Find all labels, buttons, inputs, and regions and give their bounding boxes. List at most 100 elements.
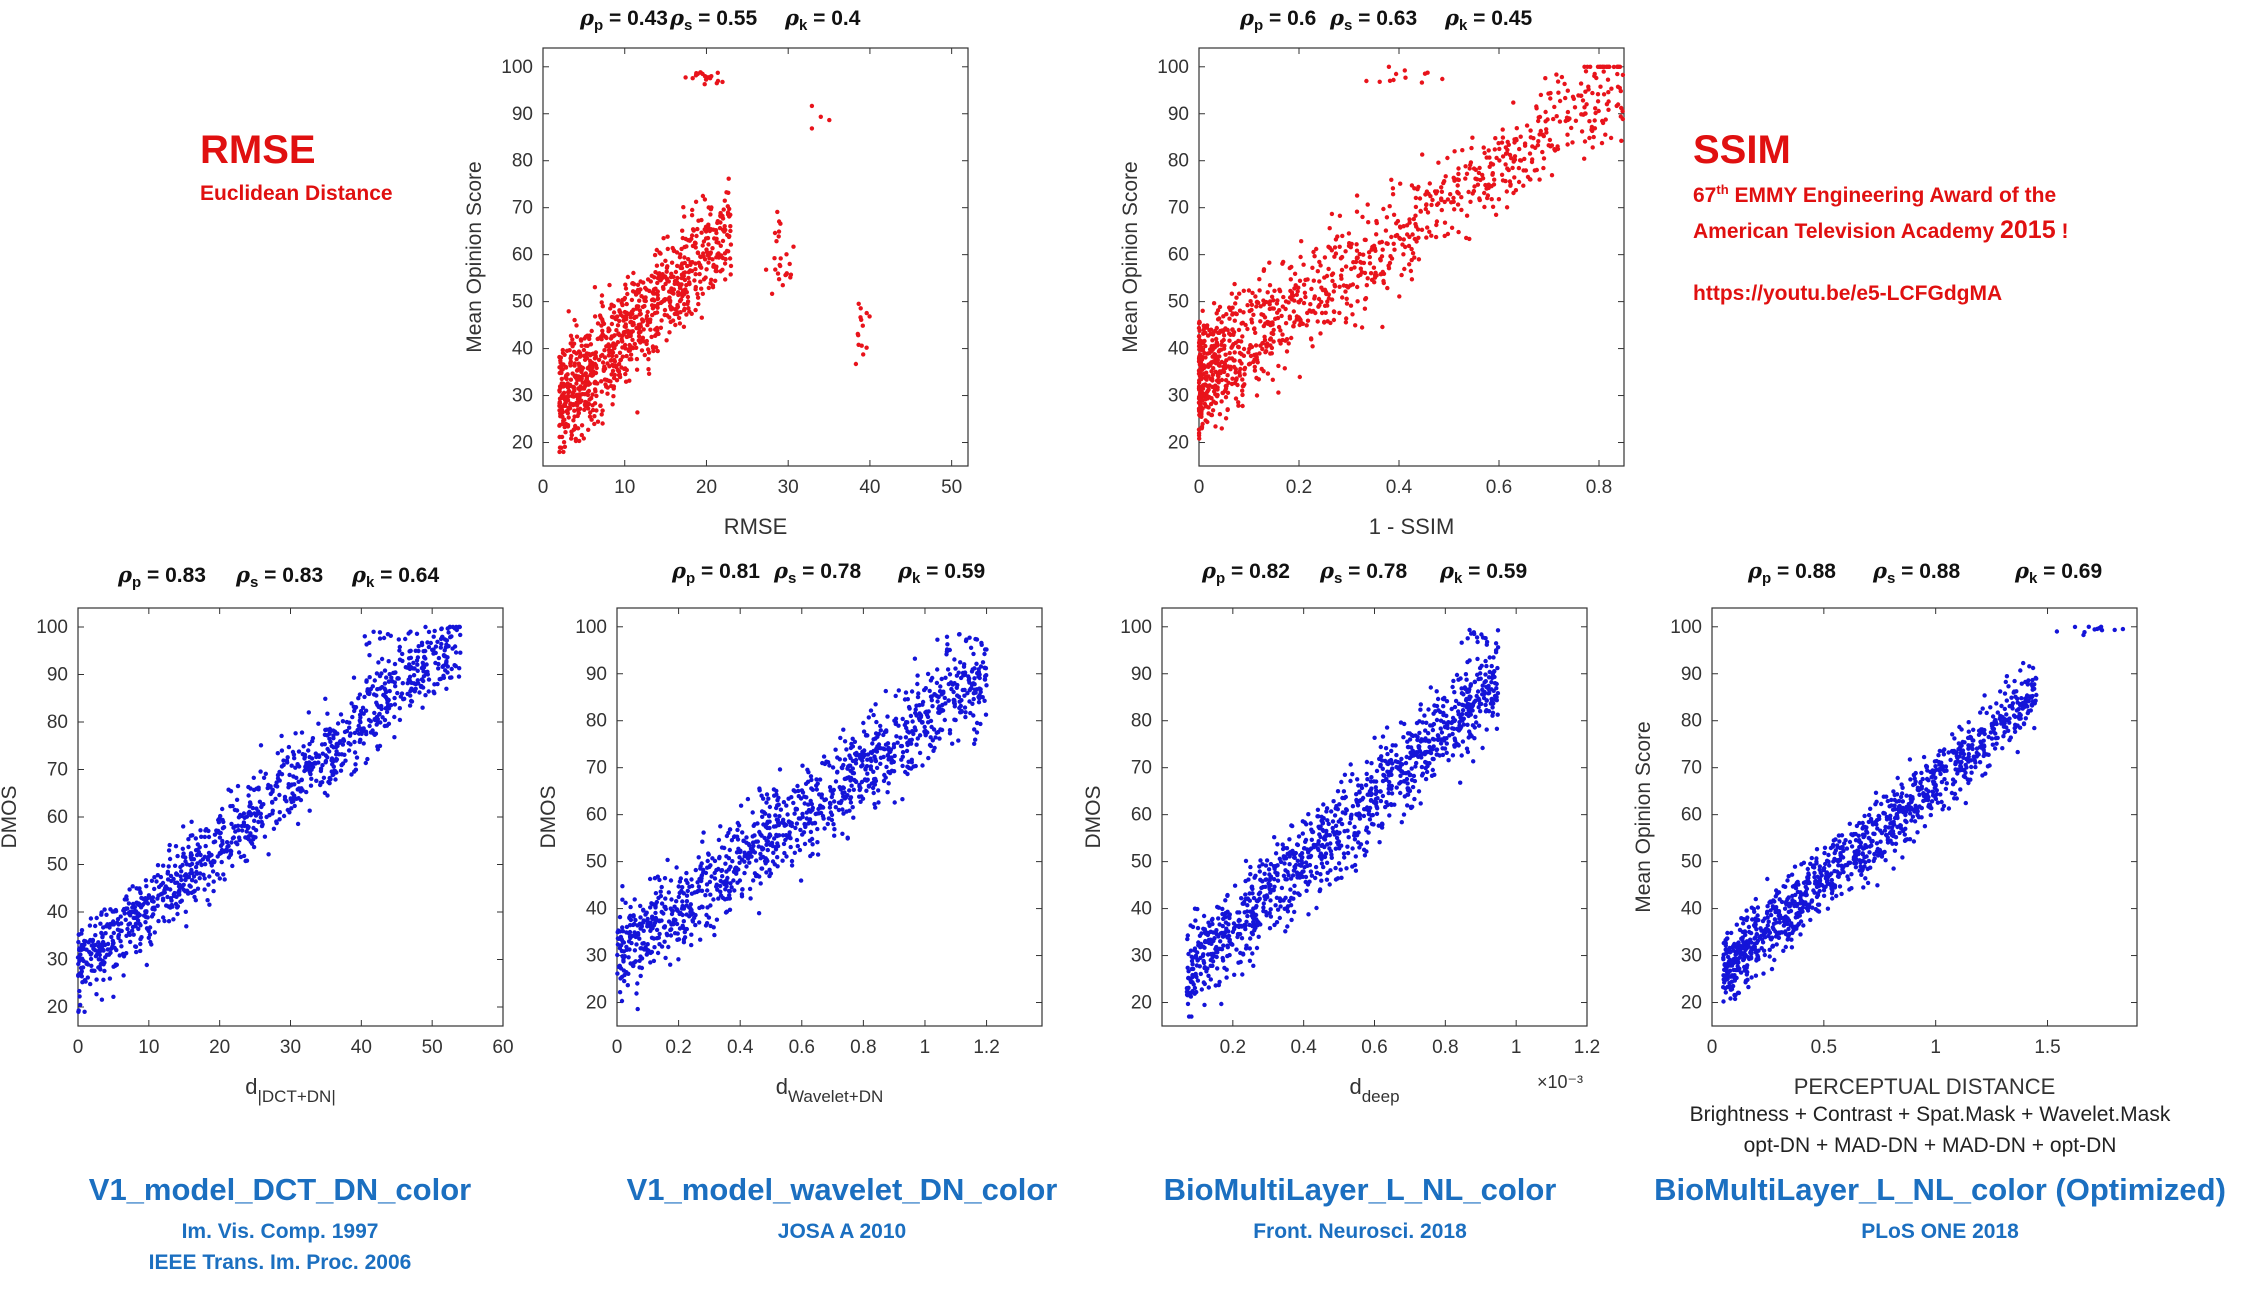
data-point [688, 906, 693, 911]
data-point [807, 818, 812, 823]
data-point [171, 892, 177, 897]
data-point [742, 854, 747, 859]
data-point [226, 787, 231, 792]
data-point [686, 306, 691, 311]
data-point [1197, 367, 1202, 373]
data-point [801, 830, 807, 835]
data-point [1544, 130, 1549, 135]
data-point [675, 275, 680, 281]
data-point [855, 331, 860, 337]
data-point [935, 699, 940, 704]
data-point [81, 958, 86, 964]
data-point [650, 916, 655, 922]
data-point [400, 681, 405, 686]
data-point [696, 301, 701, 307]
data-point [689, 233, 695, 238]
data-point [635, 1006, 640, 1012]
data-point [1362, 306, 1368, 311]
data-point [1494, 726, 1500, 731]
data-point [1240, 334, 1245, 339]
data-point [397, 706, 402, 711]
data-point [1565, 132, 1570, 137]
data-point [1379, 271, 1384, 277]
data-point [1529, 159, 1535, 165]
data-point [1211, 366, 1216, 371]
data-point [1190, 924, 1196, 930]
data-point [623, 371, 628, 377]
data-point [1367, 817, 1373, 822]
data-point [630, 281, 635, 286]
data-point [978, 689, 983, 695]
data-point [853, 361, 859, 367]
data-point [242, 823, 247, 829]
data-point [368, 686, 373, 692]
data-point [600, 421, 605, 426]
data-point [784, 803, 789, 808]
data-point [175, 911, 180, 917]
data-point [853, 761, 859, 766]
data-point [190, 833, 195, 838]
y-tick-label: 70 [512, 198, 533, 219]
data-point [1401, 252, 1406, 257]
data-point [728, 272, 733, 277]
data-point [582, 336, 587, 341]
data-point [695, 250, 701, 256]
data-point [1196, 430, 1202, 436]
data-point [982, 651, 987, 657]
x-axis-label: dWavelet+DN [776, 1074, 884, 1106]
data-point [617, 946, 623, 951]
data-point [663, 258, 668, 263]
data-point [884, 764, 889, 770]
data-point [572, 414, 577, 419]
x-tick-label: 0 [612, 1037, 623, 1058]
data-point [308, 783, 314, 788]
data-point [164, 903, 169, 908]
data-point [895, 740, 900, 745]
data-point [708, 281, 713, 286]
data-point [270, 799, 275, 805]
data-point [955, 682, 960, 688]
data-point [578, 377, 584, 382]
data-point [1308, 336, 1314, 341]
data-point [111, 964, 116, 969]
data-point [962, 662, 967, 667]
data-point [645, 924, 650, 929]
data-point [565, 398, 571, 403]
data-point [1399, 272, 1404, 278]
data-point [871, 712, 876, 718]
data-point [775, 843, 781, 849]
data-point [1214, 325, 1219, 331]
data-point [1511, 190, 1516, 196]
data-point [1406, 243, 1412, 249]
data-point [684, 899, 690, 904]
data-point [681, 308, 687, 313]
data-point [334, 752, 339, 757]
data-point [1541, 165, 1546, 171]
data-point [1485, 193, 1491, 198]
data-point [973, 737, 978, 742]
data-point [594, 393, 599, 399]
data-point [1481, 145, 1486, 150]
data-point [281, 813, 287, 819]
data-point [1341, 789, 1347, 794]
correlation-kendall: ρk = 0.59 [898, 558, 986, 588]
data-point [219, 859, 224, 865]
data-point [692, 278, 697, 283]
data-point [1314, 870, 1320, 875]
data-point [452, 663, 457, 668]
data-point [1470, 135, 1475, 140]
data-point [682, 929, 687, 935]
data-point [646, 357, 651, 362]
data-point [971, 651, 976, 657]
youtube-link[interactable]: https://youtu.be/e5-LCFGdgMA [1693, 282, 2003, 305]
data-point [252, 818, 257, 823]
data-point [974, 661, 979, 666]
data-point [358, 737, 363, 742]
data-point [1373, 785, 1378, 790]
data-point [751, 878, 756, 883]
data-point [1482, 204, 1487, 210]
data-point [636, 334, 642, 339]
data-point [1416, 235, 1421, 240]
data-point [1409, 277, 1415, 282]
